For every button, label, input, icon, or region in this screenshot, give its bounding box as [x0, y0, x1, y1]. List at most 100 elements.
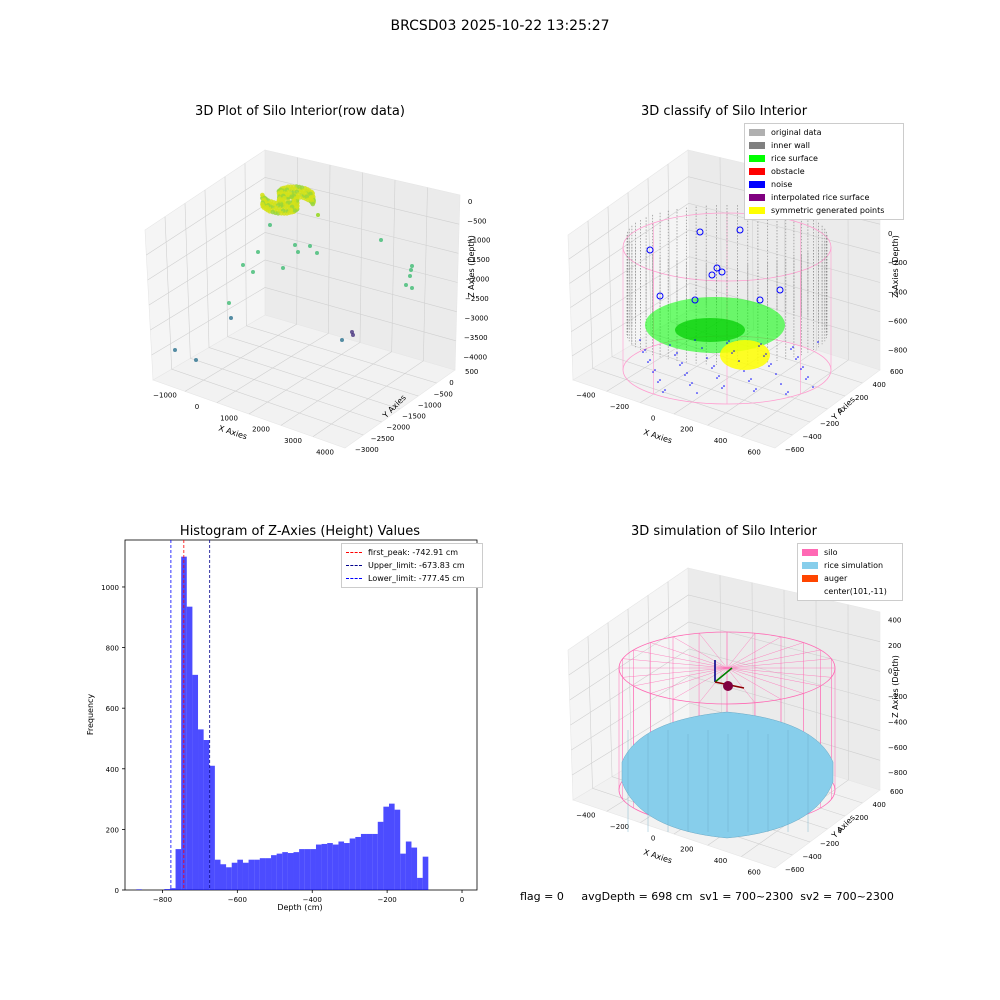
p4-silo-spoke	[726, 667, 832, 678]
hist-legend: first_peak: -742.91 cm Upper_limit: -673.…	[341, 543, 483, 588]
p2-noise	[691, 296, 699, 304]
p1-ztick: −3000	[465, 315, 489, 323]
p2-ztick: 0	[888, 230, 892, 238]
hist-xtick: −400	[303, 896, 322, 904]
hist-ytick: 400	[106, 766, 119, 774]
hist-bar	[220, 864, 227, 890]
hist-bar	[287, 853, 294, 890]
legend-swatch	[749, 142, 765, 149]
hist-bar	[366, 833, 373, 890]
p1-point	[173, 348, 177, 352]
p2-noise	[738, 360, 740, 362]
hist-bar	[293, 852, 300, 890]
p4-gridline	[741, 604, 849, 857]
hist-bar	[383, 806, 389, 890]
hist-bar	[344, 843, 350, 890]
p1-ytick: −3000	[355, 446, 379, 454]
p2-noise	[646, 246, 654, 254]
hist-bar	[332, 844, 339, 890]
p2-noise	[706, 357, 708, 359]
p2-symmetric	[720, 340, 770, 370]
panel4-title: 3D simulation of Silo Interior	[631, 524, 817, 539]
hist-bar	[377, 821, 384, 890]
hist-bar	[315, 844, 322, 890]
p4-ytick: −400	[803, 853, 822, 861]
legend-label: Upper_limit: -673.83 cm	[368, 561, 465, 570]
p1-xtick: −1000	[153, 392, 177, 400]
p2-noise	[733, 350, 735, 352]
legend-swatch	[802, 588, 818, 595]
legend-swatch	[749, 168, 765, 175]
p2-noise	[674, 354, 676, 356]
p1-point	[316, 213, 320, 217]
p2-ytick: 0	[838, 407, 842, 415]
p2-ztick: −200	[888, 259, 907, 267]
p2-noise	[763, 355, 765, 357]
p1-point	[289, 194, 295, 200]
p2-noise	[711, 367, 713, 369]
hist-bar	[186, 606, 193, 890]
p2-legend-item: noise	[749, 178, 899, 191]
p1-xtick: 2000	[252, 426, 270, 434]
p1-point	[379, 238, 383, 242]
p2-ytick: 400	[873, 381, 886, 389]
p2-legend-item: original data	[749, 126, 899, 139]
hist-bar	[259, 858, 266, 890]
p4-xtick: 600	[747, 868, 760, 876]
hist-bar	[394, 809, 401, 890]
legend-label: auger	[824, 574, 848, 583]
p2-noise	[656, 292, 664, 300]
legend-label: rice surface	[771, 154, 818, 163]
p2-noise	[716, 377, 718, 379]
legend-label: silo	[824, 548, 838, 557]
p1-point	[404, 283, 408, 287]
p2-noise	[657, 381, 659, 383]
hist-bar	[349, 838, 356, 890]
p2-noise	[644, 349, 646, 351]
p1-xtick: 4000	[316, 448, 334, 456]
p2-noise	[713, 365, 715, 367]
status-footer: flag = 0 avgDepth = 698 cm sv1 = 700~230…	[520, 890, 894, 903]
p2-rice-surface	[675, 318, 745, 342]
p4-xtick: −200	[610, 823, 629, 831]
p4-silo-spoke	[672, 667, 728, 700]
p2-noise	[768, 365, 770, 367]
p4-legend: silo rice simulation auger center(101,-11)	[797, 543, 903, 601]
p2-noise	[681, 362, 683, 364]
p1-gridline	[244, 163, 437, 384]
p1-point	[309, 198, 315, 203]
hist-ylabel: Frequency	[86, 693, 96, 736]
hist-bar	[400, 853, 406, 890]
p2-noise	[792, 346, 794, 348]
p4-ztick: −200	[888, 693, 907, 701]
p1-point	[298, 195, 303, 200]
p2-noise	[787, 391, 789, 393]
hist-bar	[254, 859, 260, 890]
hist-xlabel: Depth (cm)	[277, 903, 323, 912]
p1-ztick: −500	[467, 217, 486, 225]
p1-point	[270, 209, 276, 215]
p2-noise	[723, 385, 725, 387]
hist-ytick: 600	[106, 705, 119, 713]
hist-bar	[192, 674, 199, 890]
hist-bar	[389, 803, 395, 890]
p2-noise	[659, 379, 661, 381]
p2-noise	[800, 368, 802, 370]
p2-noise	[802, 366, 804, 368]
p1-ztick: −4000	[463, 353, 487, 361]
p2-ytick: −400	[803, 433, 822, 441]
p2-gridline	[741, 187, 849, 437]
hist-bar	[198, 729, 204, 890]
p2-xtick: 600	[747, 448, 760, 456]
p1-ytick: −2500	[371, 435, 395, 443]
legend-label: noise	[771, 180, 793, 189]
p2-noise	[691, 382, 693, 384]
p4-silo-spoke	[726, 667, 756, 703]
hist-xtick: 0	[460, 896, 464, 904]
hist-xtick: −600	[228, 896, 247, 904]
p1-ytick: 0	[449, 379, 453, 387]
p1-point	[409, 268, 413, 272]
legend-label: first_peak: -742.91 cm	[368, 548, 459, 557]
hist-bar	[304, 849, 311, 890]
hist-ytick: 1000	[101, 584, 119, 592]
